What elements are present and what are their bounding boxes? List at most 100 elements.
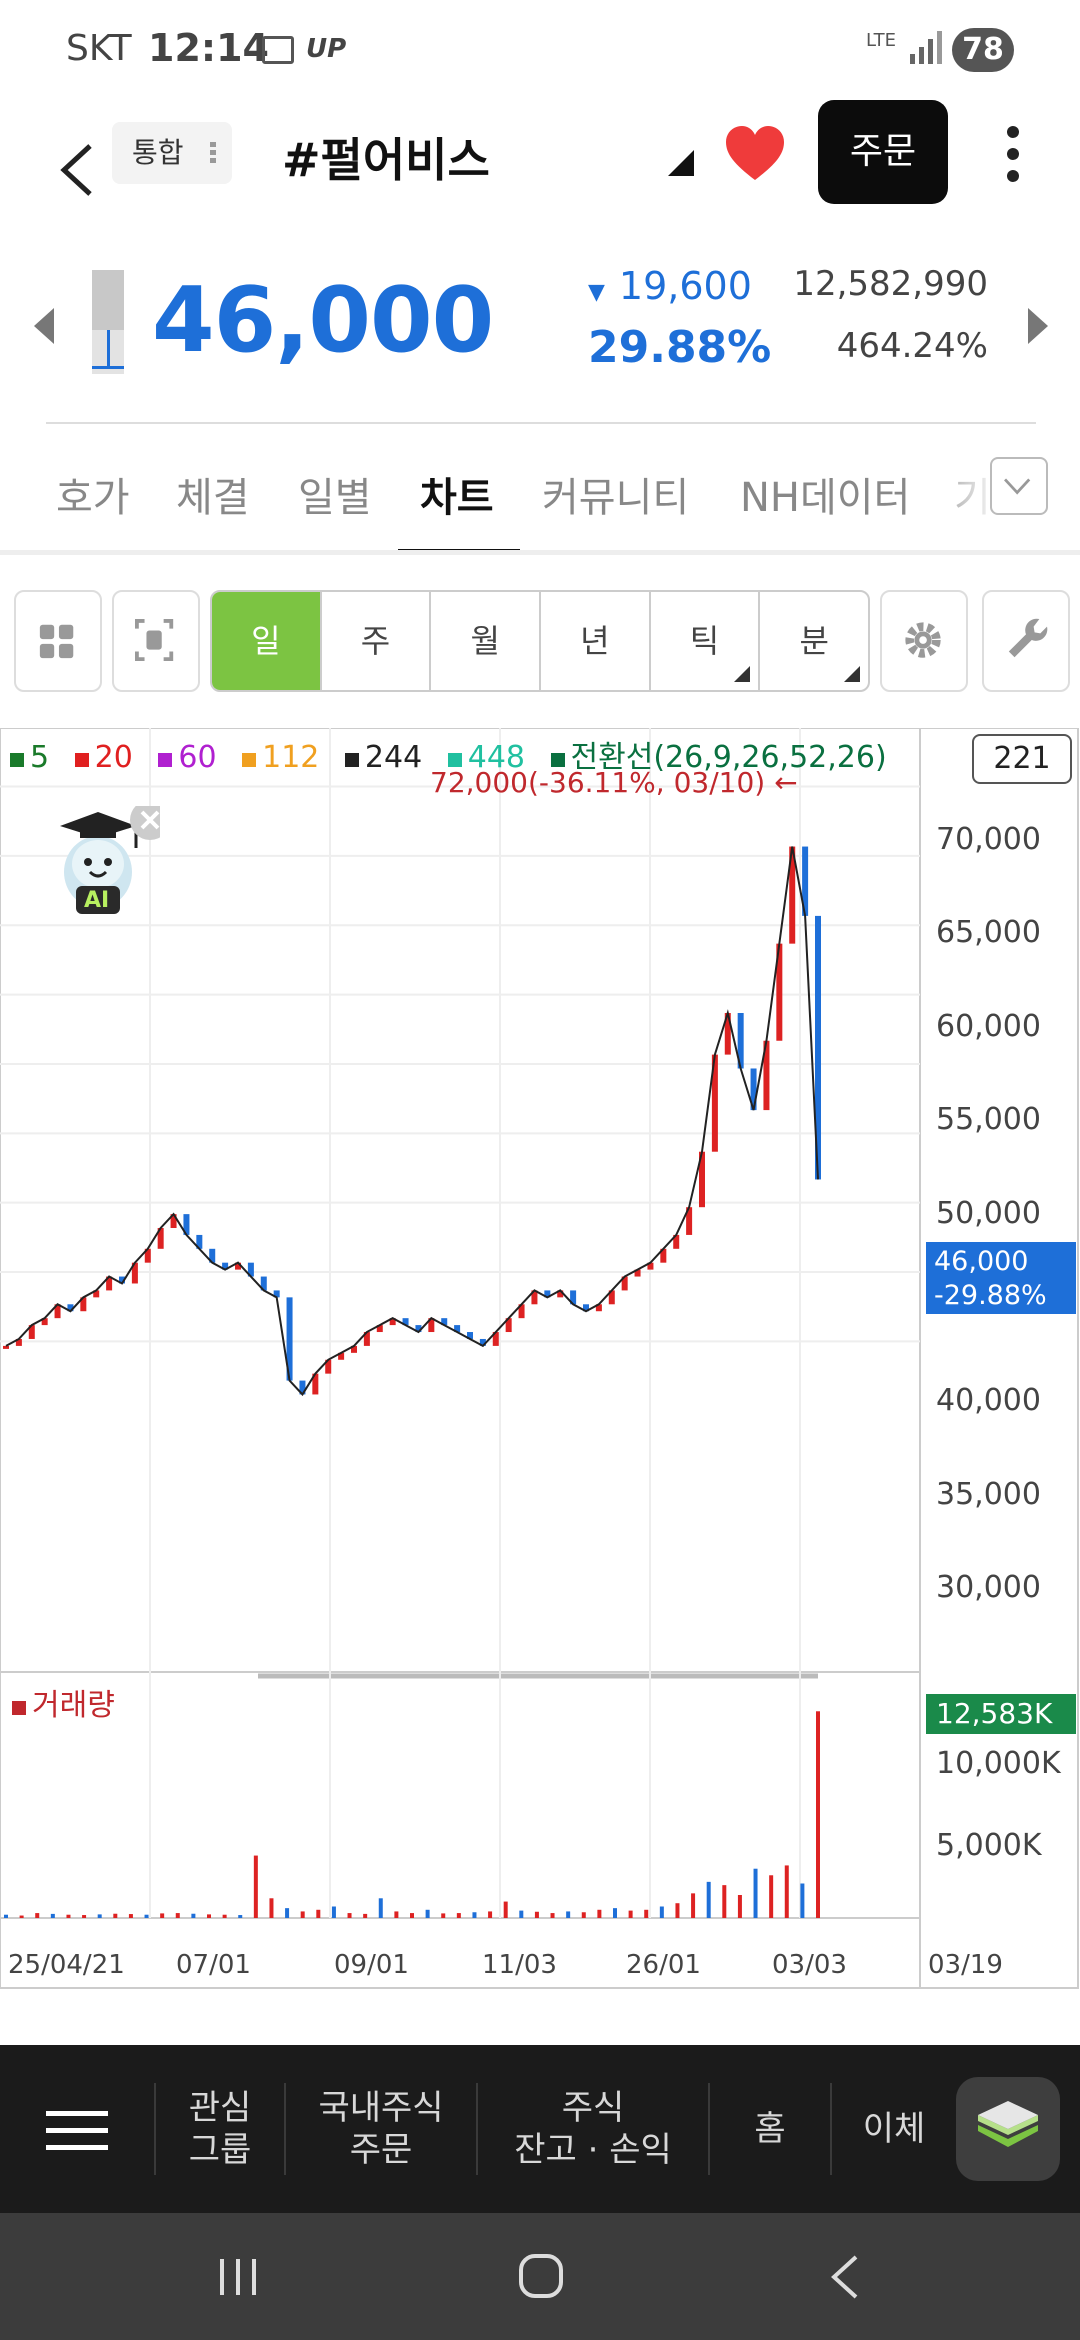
chart-tools-button[interactable] (982, 590, 1070, 692)
nav-watchlist[interactable]: 관심 그룹 (156, 2045, 284, 2213)
candle-43 (557, 1290, 564, 1298)
home-icon[interactable] (518, 2253, 564, 2299)
candle-8 (106, 1276, 113, 1291)
volume-bar-28 (441, 1913, 446, 1918)
capture-button[interactable] (112, 590, 200, 692)
count-badge[interactable]: 221 (972, 734, 1072, 784)
tab-nh-data[interactable]: NH데이터 (740, 475, 911, 521)
candle-61 (789, 846, 796, 944)
hamburger-icon[interactable] (46, 2111, 108, 2151)
nav-divider (476, 2083, 478, 2175)
volume-bar-33 (519, 1910, 524, 1918)
nav-divider (708, 2083, 710, 2175)
section-separator (0, 550, 1080, 555)
price-chart[interactable]: 5 20 60 112 244 448 전환선(26,9,26,52,26) 7… (0, 728, 1080, 1990)
candle-51 (660, 1248, 667, 1263)
period-year[interactable]: 년 (541, 592, 651, 690)
volume-bar-22 (347, 1913, 352, 1918)
nav-transfer[interactable]: 이체 (832, 2045, 956, 2213)
candle-29 (376, 1325, 383, 1333)
volume-bar-16 (253, 1855, 258, 1918)
legend-ma448: 448 (447, 740, 533, 775)
x-tick-0: 25/04/21 (8, 1950, 125, 1980)
grid-icon (39, 624, 74, 659)
period-month[interactable]: 월 (431, 592, 542, 690)
period-tick[interactable]: 틱 (651, 592, 761, 690)
candle-27 (351, 1345, 357, 1353)
chevron-down-icon (1004, 478, 1031, 495)
nav-transfer-label: 이체 (862, 2109, 926, 2149)
tab-daily[interactable]: 일별 (298, 475, 372, 521)
candle-54 (699, 1151, 705, 1208)
dropdown-triangle-icon[interactable] (668, 150, 694, 176)
candle-45 (583, 1304, 589, 1312)
legend-ma5: 5 (10, 740, 57, 775)
volume-bar-15 (238, 1915, 243, 1918)
prev-stock-icon[interactable] (34, 308, 54, 344)
system-nav-bar (0, 2213, 1080, 2340)
candle-62 (802, 846, 809, 916)
tab-hoga[interactable]: 호가 (56, 475, 130, 521)
max-price-annotation: 72,000(-36.11%, 03/10) ← (430, 766, 798, 799)
recents-icon[interactable] (216, 2257, 262, 2297)
volume-bar-50 (784, 1865, 789, 1918)
stock-title[interactable]: #펄어비스 (282, 133, 490, 187)
candle-21 (273, 1290, 280, 1298)
back-icon[interactable] (50, 140, 106, 200)
volume-bar-35 (550, 1913, 555, 1918)
candle-18 (235, 1262, 241, 1270)
period-day[interactable]: 일 (212, 592, 322, 690)
volume-bar-38 (597, 1909, 602, 1918)
volume-bar-32 (503, 1901, 508, 1918)
legend-ma244: 244 (344, 740, 430, 775)
legend-conversion: 전환선(26,9,26,52,26) (550, 740, 895, 775)
candle-12 (157, 1228, 164, 1249)
period-tick-label: 틱 (689, 622, 720, 660)
nav-home[interactable]: 홈 (710, 2045, 830, 2213)
layers-button[interactable] (956, 2077, 1060, 2181)
candle-13 (170, 1214, 177, 1228)
chart-settings-button[interactable] (880, 590, 968, 692)
chart-canvas[interactable] (0, 728, 1080, 1990)
volume-bar-8 (128, 1914, 133, 1918)
more-vert-icon[interactable] (1006, 124, 1020, 184)
volume-bar-9 (144, 1914, 149, 1918)
x-tick-2: 09/01 (334, 1950, 409, 1980)
tab-community[interactable]: 커뮤니티 (542, 475, 690, 521)
tabs-expand-button[interactable] (990, 457, 1048, 515)
chip-dots-icon (210, 142, 216, 163)
signal-icon (910, 31, 942, 64)
down-arrow-icon: ▼ (588, 280, 605, 305)
candle-59 (763, 1040, 770, 1111)
volume-bar-6 (97, 1914, 102, 1918)
mode-chip[interactable]: 통합 (112, 122, 232, 184)
candle-41 (531, 1290, 538, 1305)
calendar-icon (262, 36, 294, 64)
volume-bar-31 (488, 1911, 493, 1918)
system-back-icon[interactable] (828, 2255, 860, 2299)
volume-bar-14 (222, 1914, 227, 1918)
volume-bar-18 (285, 1908, 290, 1918)
volume-bar-49 (769, 1875, 774, 1918)
volume-bar-37 (581, 1912, 586, 1918)
next-stock-icon[interactable] (1028, 308, 1048, 344)
price-line (5, 846, 819, 1397)
tab-trades[interactable]: 체결 (176, 475, 250, 521)
heart-icon[interactable] (724, 124, 786, 182)
nav-divider (284, 2083, 286, 2175)
ai-assistant[interactable]: AI (50, 800, 170, 926)
legend-ma244-label: 244 (364, 740, 423, 775)
tab-fade (920, 445, 1000, 545)
period-minute[interactable]: 분 (760, 592, 868, 690)
candle-17 (222, 1262, 229, 1270)
candle-50 (647, 1262, 654, 1270)
layout-button[interactable] (14, 590, 102, 692)
order-button[interactable]: 주문 (818, 100, 948, 204)
tab-chart[interactable]: 차트 (420, 475, 494, 521)
candle-11 (144, 1248, 151, 1263)
candle-58 (750, 1068, 757, 1111)
candle-35 (454, 1325, 461, 1333)
nav-balance[interactable]: 주식 잔고 · 손익 (478, 2045, 708, 2213)
period-week[interactable]: 주 (322, 592, 432, 690)
nav-domestic-order[interactable]: 국내주식 주문 (286, 2045, 476, 2213)
